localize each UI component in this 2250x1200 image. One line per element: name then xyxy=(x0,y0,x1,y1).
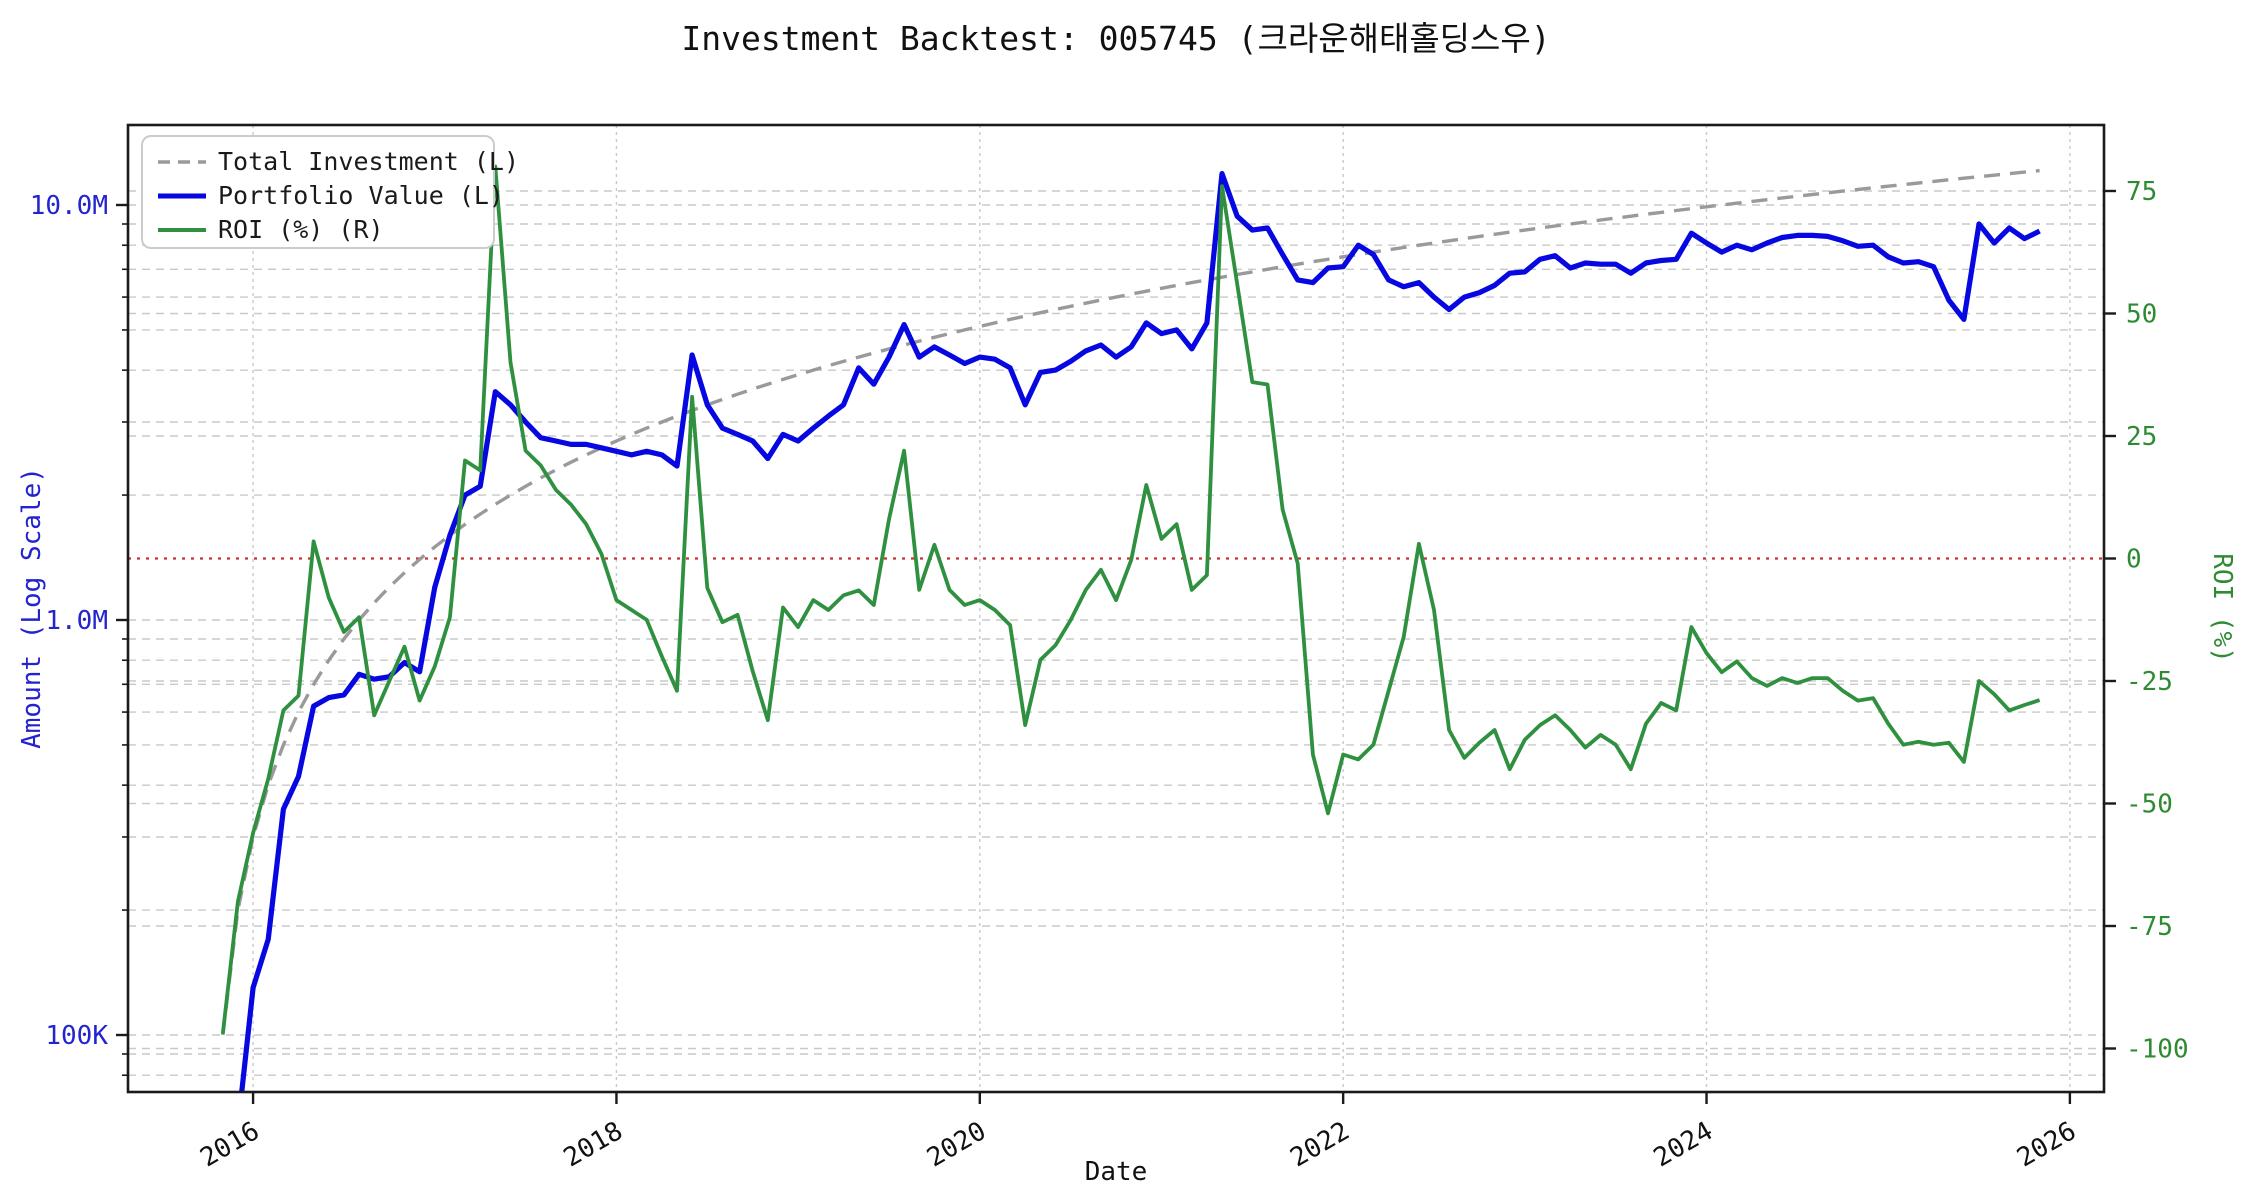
y-right-tick-label: 25 xyxy=(2126,422,2157,452)
x-tick-label: 2024 xyxy=(1649,1116,1718,1173)
y-axis-left-title: Amount (Log Scale) xyxy=(17,467,47,749)
series-lines xyxy=(220,164,2041,1092)
legend-label-roi: ROI (%) (R) xyxy=(218,215,384,244)
y-right-tick-label: -50 xyxy=(2126,790,2173,820)
roi-line xyxy=(220,164,2041,1035)
y-right-tick-label: 0 xyxy=(2126,545,2142,575)
y-right-tick-label: -75 xyxy=(2126,912,2173,942)
x-tick-label: 2026 xyxy=(2012,1116,2081,1173)
x-tick-label: 2018 xyxy=(559,1116,628,1173)
portfolio-value-line xyxy=(239,171,2041,1092)
chart-title: Investment Backtest: 005745 (크라운해태홀딩스우) xyxy=(681,19,1550,58)
y-left-tick-label: 1.0M xyxy=(45,606,108,636)
legend: Total Investment (L) Portfolio Value (L)… xyxy=(141,135,519,249)
plot-border xyxy=(126,123,2106,1094)
total-investment-line xyxy=(221,168,2040,1036)
legend-box xyxy=(141,135,495,249)
y-right-tick-label: 75 xyxy=(2126,177,2157,207)
y-left-tick-label: 10.0M xyxy=(30,191,108,221)
y-axis-right-title: ROI (%) xyxy=(2207,553,2237,663)
y-right-tick-label: -25 xyxy=(2126,667,2173,697)
legend-label-portfolio: Portfolio Value (L) xyxy=(218,181,504,210)
x-tick-label: 2016 xyxy=(195,1116,264,1173)
x-tick-label: 2020 xyxy=(922,1116,991,1173)
y-right-tick-label: -100 xyxy=(2126,1035,2189,1065)
y-right-tick-label: 50 xyxy=(2126,300,2157,330)
x-axis-title: Date xyxy=(1085,1157,1148,1187)
x-tick-label: 2022 xyxy=(1285,1116,1354,1173)
legend-label-investment: Total Investment (L) xyxy=(218,147,519,176)
y-left-tick-label: 100K xyxy=(45,1021,108,1051)
plot-area xyxy=(128,125,2104,1092)
